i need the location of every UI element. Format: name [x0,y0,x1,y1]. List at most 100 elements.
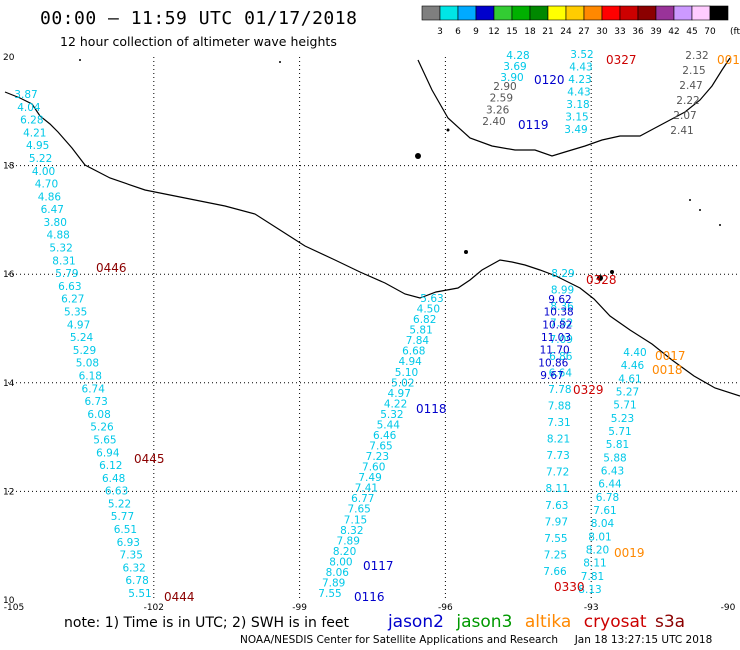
wave-height-value: 6.44 [598,479,622,491]
wave-height-value: 6.27 [61,294,84,306]
wave-height-value: 5.63 [420,293,443,305]
wave-height-value: 5.32 [380,409,403,421]
wave-height-value: 5.71 [608,426,631,438]
lon-label: -96 [438,603,453,613]
legend-jason3: jason3 [456,612,513,632]
wave-height-value: 4.23 [568,74,591,86]
lon-label: -99 [292,603,307,613]
wave-height-value: 6.78 [596,492,619,504]
colorbar-tick: 15 [506,27,517,37]
wave-height-value: 8.20 [333,546,356,558]
lat-label: 18 [3,162,15,172]
wave-height-value: 7.09 [550,334,573,346]
pass-label: 0330 [554,580,585,594]
wave-height-value: 7.88 [548,400,571,412]
wave-height-value: 5.51 [128,588,151,600]
lat-label: 10 [3,596,15,606]
pass-labels: 0446 0445 0444 0118 0117 0116 0120 0119 0327 0328… [96,53,740,604]
wave-height-value: 4.00 [32,166,55,178]
wave-height-value: 8.13 [578,584,601,596]
wave-height-value: 7.73 [546,450,569,462]
islands [79,59,721,281]
wave-height-value: 7.15 [344,514,367,526]
wave-height-value: 6.74 [82,383,106,395]
wave-height-value: 2.90 [493,81,516,93]
wave-height-value: 6.63 [58,281,81,293]
colorbar-tick: 42 [668,27,679,37]
colorbar-tick: 21 [542,27,553,37]
wave-height-value: 5.32 [49,243,72,255]
wave-height-value: 7.52 [550,318,573,330]
pass-label: 0327 [606,53,637,67]
pass-label: 0328 [586,273,617,287]
wave-height-value: 5.77 [111,511,134,523]
wave-height-value: 5.23 [611,413,634,425]
pass-label: 0018 [652,363,683,377]
wave-height-value: 4.95 [26,140,49,152]
wave-height-value: 7.23 [366,451,389,463]
wave-height-value: 2.59 [490,93,513,105]
colorbar-tick: 27 [578,27,589,37]
lon-label: -93 [584,603,599,613]
wave-height-value: 7.66 [543,566,567,578]
wave-height-value: 8.01 [588,531,611,543]
wave-height-value: 6.94 [96,447,120,459]
wave-height-value: 5.22 [29,153,52,165]
pass-label: 0117 [363,559,394,573]
wave-height-value: 5.22 [108,498,131,510]
colorbar-tick: 36 [632,27,644,37]
pass-label: 0119 [518,118,549,132]
wave-height-value: 6.68 [402,346,425,358]
wave-height-value: 6.86 [549,351,573,363]
wave-height-value: 3.15 [565,112,588,124]
wave-height-value: 10.86 [538,357,568,369]
wave-height-value: 5.81 [409,325,432,337]
colorbar-tick: 33 [614,27,625,37]
wave-height-value: 5.79 [55,268,78,280]
yucatan-coastline [417,57,731,157]
wave-height-value: 5.26 [90,422,114,434]
wave-height-value: 7.25 [544,549,567,561]
wave-height-value: 6.43 [601,466,624,478]
wave-height-value: 7.60 [362,462,385,474]
wave-height-value: 2.22 [676,95,699,107]
pass-label: 0445 [134,452,165,466]
wave-height-value: 4.04 [17,102,41,114]
wave-height-value: 5.35 [64,307,87,319]
wave-height-value: 8.11 [546,483,569,495]
legend-note: note: 1) Time is in UTC; 2) SWH is in fe… [64,615,350,631]
wave-height-value: 8.29 [551,268,574,280]
pass-label: 001 [717,53,740,67]
generated-time: Jan 18 13:27:15 UTC 2018 [574,634,713,646]
colorbar-tick: 3 [437,27,443,37]
colorbar-swatch [709,5,729,21]
wave-height-value: 2.32 [685,50,708,62]
wave-height-value: 3.80 [44,217,67,229]
wave-height-value: 2.40 [482,116,505,128]
wave-height-value: 3.90 [500,72,523,84]
wave-height-value: 7.55 [318,588,341,600]
wave-height-value: 6.46 [373,430,397,442]
wave-height-value: 6.48 [102,473,125,485]
pass-label: 0446 [96,261,127,275]
footer-credit: NOAA/NESDIS Center for Satellite Applica… [240,634,712,646]
wave-height-value: 2.41 [670,125,693,137]
wave-height-value: 3.26 [486,104,510,116]
wave-height-value: 6.12 [99,460,122,472]
wave-height-value: 7.49 [358,472,381,484]
wave-height-value: 6.08 [87,409,110,421]
colorbar-tick: 12 [488,27,499,37]
colorbar-tick: 30 [596,27,608,37]
wave-height-value: 5.27 [616,387,639,399]
wave-height-value: 8.36 [550,301,574,313]
lat-label: 20 [3,53,15,63]
wave-height-value: 6.63 [105,486,128,498]
wave-height-value: 4.40 [623,347,646,359]
wave-height-value: 9.62 [548,294,571,306]
wave-height-value: 8.32 [340,525,363,537]
wave-height-value: 8.20 [586,545,609,557]
pass-label: 0017 [655,349,686,363]
wave-height-value: 4.43 [569,62,592,74]
